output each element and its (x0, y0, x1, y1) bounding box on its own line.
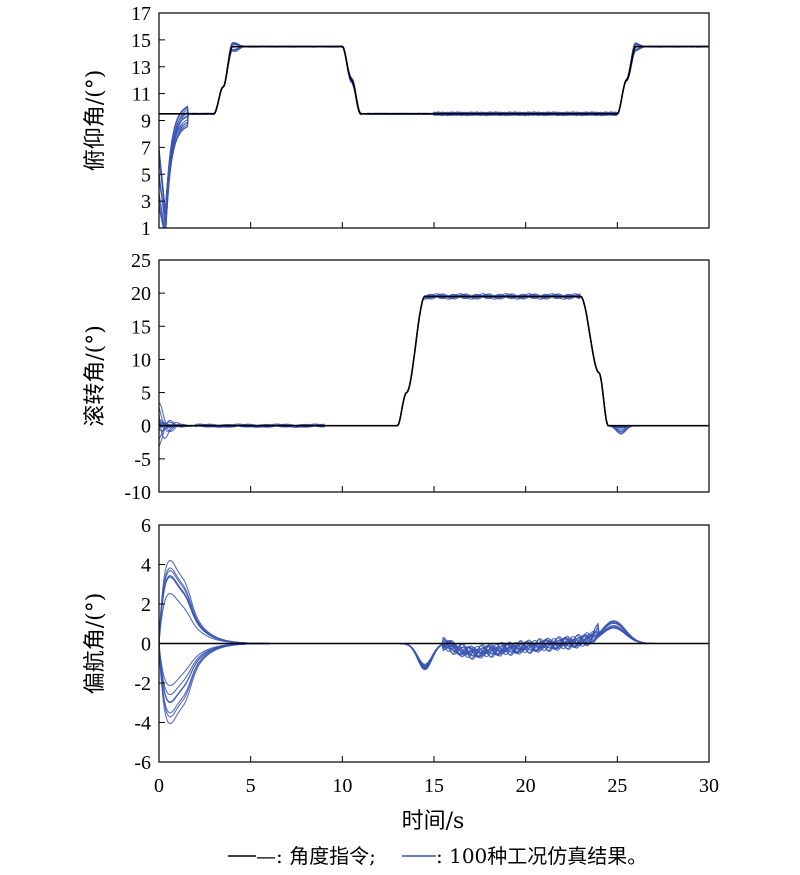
y-tick-label: 15 (131, 30, 151, 52)
sim-curve (159, 45, 709, 228)
x-axis-label: 时间/s (402, 809, 465, 834)
y-tick-label: -4 (134, 713, 151, 735)
y-tick-label: -2 (134, 673, 151, 695)
sim-curve (159, 43, 709, 215)
x-tick-label: 0 (154, 775, 164, 797)
y-tick-label: 7 (141, 137, 151, 159)
sim-curve (159, 293, 709, 447)
sim-curve (159, 45, 709, 228)
sim-curve (159, 295, 709, 429)
y-tick-label: 1 (141, 218, 151, 240)
sim-curve (159, 294, 709, 432)
sim-curve (159, 42, 709, 214)
sim-curve (159, 295, 709, 428)
sim-curve (159, 45, 709, 228)
sim-curve (159, 294, 709, 440)
sim-curve (159, 620, 709, 725)
legend-sim-label: : 100种工况仿真结果。 (436, 844, 647, 868)
y-tick-label: 5 (141, 383, 151, 405)
sim-curve (159, 293, 709, 434)
sim-curve (159, 627, 709, 718)
sim-curve (159, 42, 709, 215)
chart-panel-2: -10 -5 0 5 10 15 20 25 滚转角/(°) (83, 250, 710, 504)
y-tick-label: 13 (131, 57, 151, 79)
legend: —: 角度指令; : 100种工况仿真结果。 (228, 844, 647, 868)
sim-curve (159, 45, 709, 228)
y-tick-label: 20 (131, 283, 151, 305)
sim-series-group (159, 293, 709, 447)
sim-curve (159, 293, 709, 439)
sim-curve (159, 42, 709, 213)
y-tick-label: 9 (141, 111, 151, 133)
y-tick-label: 15 (131, 316, 151, 338)
sim-curve (159, 625, 709, 696)
sim-curve (159, 295, 709, 428)
y-tick-label: 3 (141, 191, 151, 213)
x-tick-label: 5 (246, 775, 256, 797)
y-tick-label: 25 (131, 250, 151, 272)
command-curve (159, 45, 709, 115)
legend-command-label: —: 角度指令; (256, 844, 376, 868)
x-tick-label: 25 (607, 775, 627, 797)
sim-curve (159, 295, 709, 428)
sim-curve (159, 295, 709, 428)
sim-series-group (159, 42, 709, 228)
sim-curve (159, 45, 709, 226)
y-tick-label: 4 (141, 555, 151, 577)
chart-panel-3: -6 -4 -2 0 2 4 6 0 5 10 15 20 25 30 偏航角/(°) (83, 515, 719, 797)
sim-curve (159, 43, 709, 216)
sim-curve (159, 295, 709, 430)
x-tick-label: 15 (424, 775, 444, 797)
y-tick-label: -5 (134, 449, 151, 471)
sim-curve (159, 42, 709, 212)
x-tick-label: 10 (332, 775, 352, 797)
x-tick-label: 30 (699, 775, 719, 797)
sim-curve (159, 45, 709, 224)
y-tick-label: 10 (131, 349, 151, 371)
y-tick-label: 0 (141, 634, 151, 656)
y-tick-label: 6 (141, 515, 151, 537)
sim-curve (159, 42, 709, 215)
sim-curve (159, 295, 709, 429)
y-tick-label: -6 (134, 752, 151, 774)
y-tick-label: 0 (141, 416, 151, 438)
sim-curve (159, 295, 709, 427)
command-curve (159, 295, 709, 427)
y-tick-label: 5 (141, 164, 151, 186)
y-tick-label: 17 (131, 3, 151, 25)
y-tick-label: 11 (132, 84, 151, 106)
sim-curve (159, 46, 709, 225)
sim-curve (159, 295, 709, 432)
sim-series-group (159, 559, 709, 725)
y-axis-label: 俯仰角/(°) (83, 70, 108, 172)
y-axis-label: 偏航角/(°) (83, 593, 108, 695)
y-axis-label: 滚转角/(°) (83, 325, 108, 427)
x-tick-label: 20 (516, 775, 536, 797)
y-tick-label: -10 (124, 482, 151, 504)
y-tick-label: 2 (141, 594, 151, 616)
sim-curve (159, 627, 709, 714)
